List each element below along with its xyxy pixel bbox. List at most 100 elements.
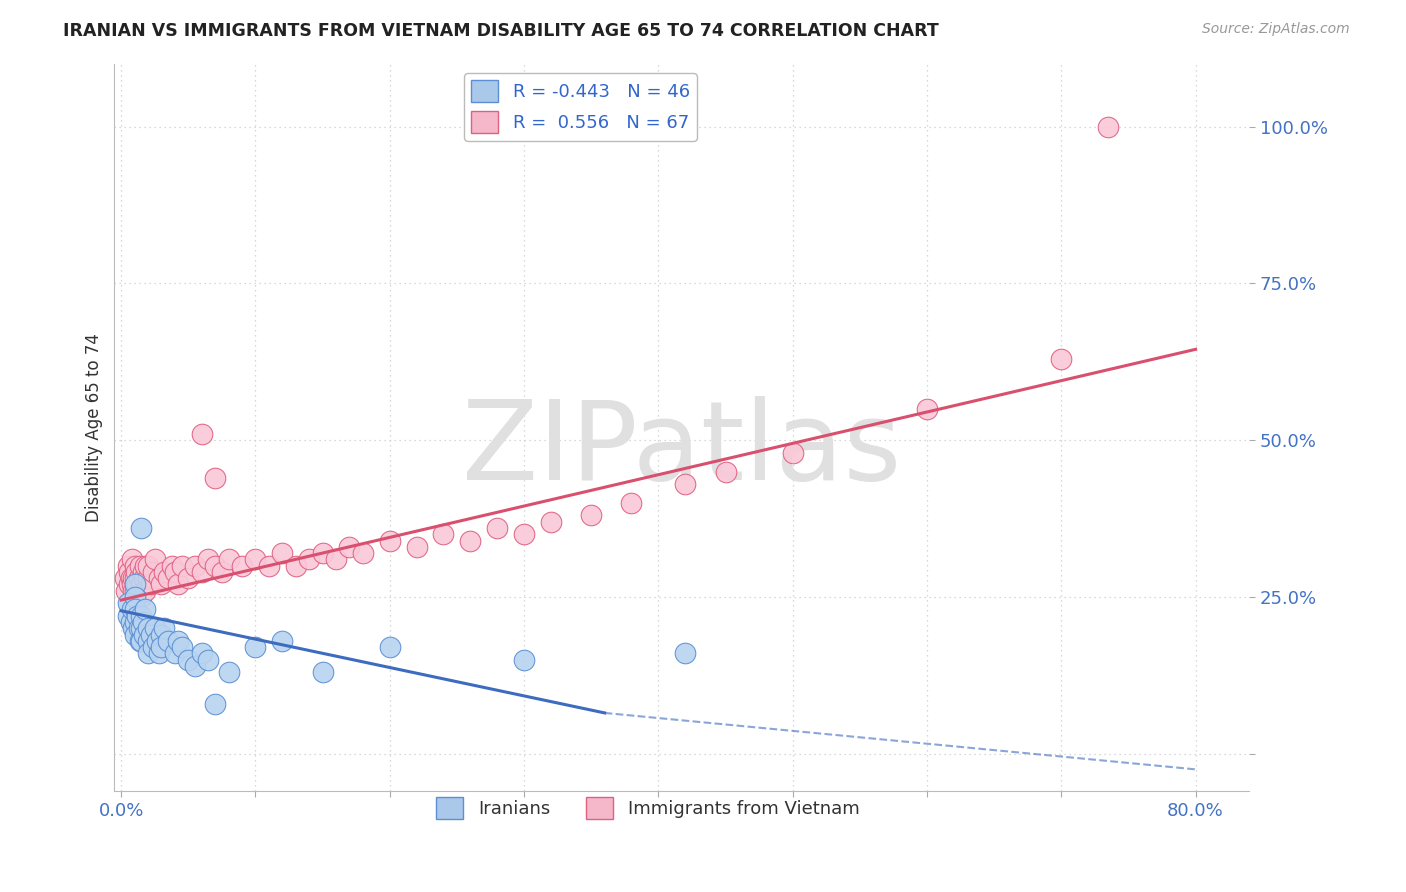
Point bbox=[271, 633, 294, 648]
Point bbox=[131, 565, 153, 579]
Point bbox=[136, 621, 159, 635]
Point bbox=[121, 577, 143, 591]
Point bbox=[150, 640, 173, 654]
Point bbox=[142, 565, 165, 579]
Point bbox=[352, 546, 374, 560]
Text: IRANIAN VS IMMIGRANTS FROM VIETNAM DISABILITY AGE 65 TO 74 CORRELATION CHART: IRANIAN VS IMMIGRANTS FROM VIETNAM DISAB… bbox=[63, 22, 939, 40]
Point bbox=[163, 565, 186, 579]
Point bbox=[177, 571, 200, 585]
Point bbox=[124, 577, 146, 591]
Point bbox=[120, 615, 142, 629]
Point bbox=[325, 552, 347, 566]
Point bbox=[311, 665, 333, 680]
Point bbox=[1050, 351, 1073, 366]
Point bbox=[1097, 120, 1119, 134]
Point bbox=[271, 546, 294, 560]
Point bbox=[121, 602, 143, 616]
Point bbox=[714, 465, 737, 479]
Point bbox=[118, 565, 141, 579]
Point bbox=[170, 640, 193, 654]
Point bbox=[211, 565, 233, 579]
Point bbox=[124, 627, 146, 641]
Point bbox=[129, 621, 152, 635]
Text: Source: ZipAtlas.com: Source: ZipAtlas.com bbox=[1202, 22, 1350, 37]
Point bbox=[129, 577, 152, 591]
Point bbox=[150, 627, 173, 641]
Point bbox=[129, 608, 152, 623]
Point bbox=[128, 571, 150, 585]
Point bbox=[143, 621, 166, 635]
Point bbox=[163, 646, 186, 660]
Point bbox=[129, 558, 152, 573]
Point bbox=[132, 571, 155, 585]
Point bbox=[139, 627, 162, 641]
Point bbox=[284, 558, 307, 573]
Point bbox=[150, 577, 173, 591]
Point bbox=[190, 646, 212, 660]
Point bbox=[148, 571, 170, 585]
Point bbox=[153, 621, 176, 635]
Point bbox=[117, 608, 139, 623]
Point bbox=[197, 552, 219, 566]
Point bbox=[579, 508, 602, 523]
Point bbox=[129, 633, 152, 648]
Point bbox=[378, 640, 401, 654]
Point bbox=[245, 640, 267, 654]
Point bbox=[114, 571, 136, 585]
Point bbox=[190, 565, 212, 579]
Point bbox=[157, 633, 180, 648]
Point bbox=[673, 646, 696, 660]
Point bbox=[139, 577, 162, 591]
Point bbox=[115, 583, 138, 598]
Point bbox=[129, 633, 152, 648]
Point bbox=[184, 558, 207, 573]
Point bbox=[432, 527, 454, 541]
Point bbox=[231, 558, 253, 573]
Point bbox=[190, 426, 212, 441]
Point bbox=[218, 665, 240, 680]
Point bbox=[136, 646, 159, 660]
Point bbox=[124, 571, 146, 585]
Point bbox=[170, 558, 193, 573]
Point bbox=[620, 496, 643, 510]
Point bbox=[124, 602, 146, 616]
Point bbox=[160, 558, 183, 573]
Point bbox=[142, 640, 165, 654]
Point bbox=[124, 583, 146, 598]
Point bbox=[157, 571, 180, 585]
Point bbox=[125, 565, 148, 579]
Point bbox=[129, 521, 152, 535]
Point bbox=[117, 558, 139, 573]
Point bbox=[129, 590, 152, 604]
Point bbox=[204, 697, 226, 711]
Point bbox=[136, 633, 159, 648]
Point bbox=[540, 515, 562, 529]
Point bbox=[486, 521, 509, 535]
Point bbox=[782, 446, 804, 460]
Point bbox=[184, 659, 207, 673]
Point bbox=[121, 552, 143, 566]
Point bbox=[673, 477, 696, 491]
Point bbox=[339, 540, 361, 554]
Point bbox=[128, 621, 150, 635]
Point bbox=[153, 565, 176, 579]
Point bbox=[122, 621, 145, 635]
Point bbox=[132, 627, 155, 641]
Point bbox=[136, 558, 159, 573]
Point bbox=[117, 596, 139, 610]
Point bbox=[204, 471, 226, 485]
Point bbox=[136, 571, 159, 585]
Point bbox=[127, 608, 149, 623]
Point bbox=[311, 546, 333, 560]
Point bbox=[513, 653, 536, 667]
Point bbox=[405, 540, 427, 554]
Point bbox=[204, 558, 226, 573]
Point bbox=[131, 615, 153, 629]
Point bbox=[122, 583, 145, 598]
Text: ZIPatlas: ZIPatlas bbox=[463, 396, 901, 503]
Point bbox=[915, 401, 938, 416]
Point bbox=[257, 558, 280, 573]
Point bbox=[124, 558, 146, 573]
Point bbox=[166, 633, 188, 648]
Point bbox=[148, 646, 170, 660]
